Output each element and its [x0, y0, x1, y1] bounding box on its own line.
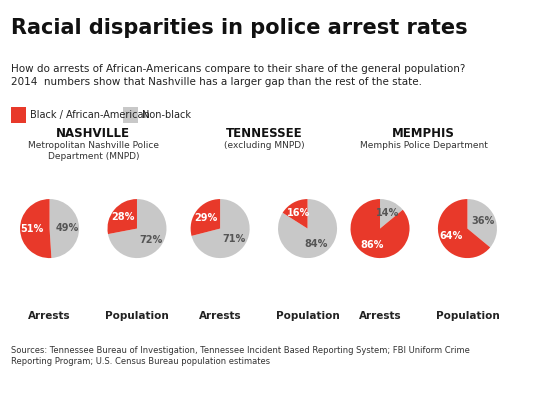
Text: 71%: 71%	[222, 235, 246, 245]
Wedge shape	[467, 199, 497, 247]
Text: Racial disparities in police arrest rates: Racial disparities in police arrest rate…	[11, 18, 467, 38]
Wedge shape	[191, 199, 249, 258]
Wedge shape	[191, 199, 220, 236]
Wedge shape	[438, 199, 490, 258]
Text: Non-black: Non-black	[142, 110, 191, 120]
Wedge shape	[282, 199, 308, 229]
Text: Arrests: Arrests	[28, 311, 71, 321]
Text: Arrests: Arrests	[199, 311, 241, 321]
Text: Arrests: Arrests	[359, 311, 401, 321]
Text: 28%: 28%	[111, 212, 135, 222]
Wedge shape	[50, 199, 79, 258]
Text: 86%: 86%	[361, 239, 384, 249]
Text: 64%: 64%	[440, 231, 463, 241]
Text: Black / African-American: Black / African-American	[30, 110, 150, 120]
Wedge shape	[278, 199, 337, 258]
Text: 16%: 16%	[287, 208, 311, 218]
Text: How do arrests of African-Americans compare to their share of the general popula: How do arrests of African-Americans comp…	[11, 64, 465, 87]
Text: 36%: 36%	[472, 216, 495, 226]
Text: 14%: 14%	[376, 208, 399, 218]
Text: MEMPHIS: MEMPHIS	[392, 127, 455, 140]
Text: Population: Population	[276, 311, 340, 321]
Wedge shape	[351, 199, 409, 258]
Text: Sources: Tennessee Bureau of Investigation, Tennessee Incident Based Reporting S: Sources: Tennessee Bureau of Investigati…	[11, 346, 470, 367]
Wedge shape	[108, 199, 137, 234]
Text: 51%: 51%	[20, 224, 44, 234]
Text: Metropolitan Nashville Police
Department (MNPD): Metropolitan Nashville Police Department…	[28, 141, 159, 161]
Text: 84%: 84%	[304, 239, 328, 249]
Wedge shape	[20, 199, 51, 258]
Text: 29%: 29%	[195, 213, 218, 223]
Text: Population: Population	[435, 311, 499, 321]
Text: Population: Population	[105, 311, 169, 321]
Text: 49%: 49%	[55, 223, 79, 233]
Wedge shape	[108, 199, 166, 258]
Wedge shape	[380, 199, 403, 229]
Text: Memphis Police Department: Memphis Police Department	[360, 141, 488, 150]
Text: 72%: 72%	[139, 235, 162, 245]
Text: (excluding MNPD): (excluding MNPD)	[223, 141, 304, 150]
Text: NASHVILLE: NASHVILLE	[56, 127, 130, 140]
Text: TENNESSEE: TENNESSEE	[225, 127, 302, 140]
